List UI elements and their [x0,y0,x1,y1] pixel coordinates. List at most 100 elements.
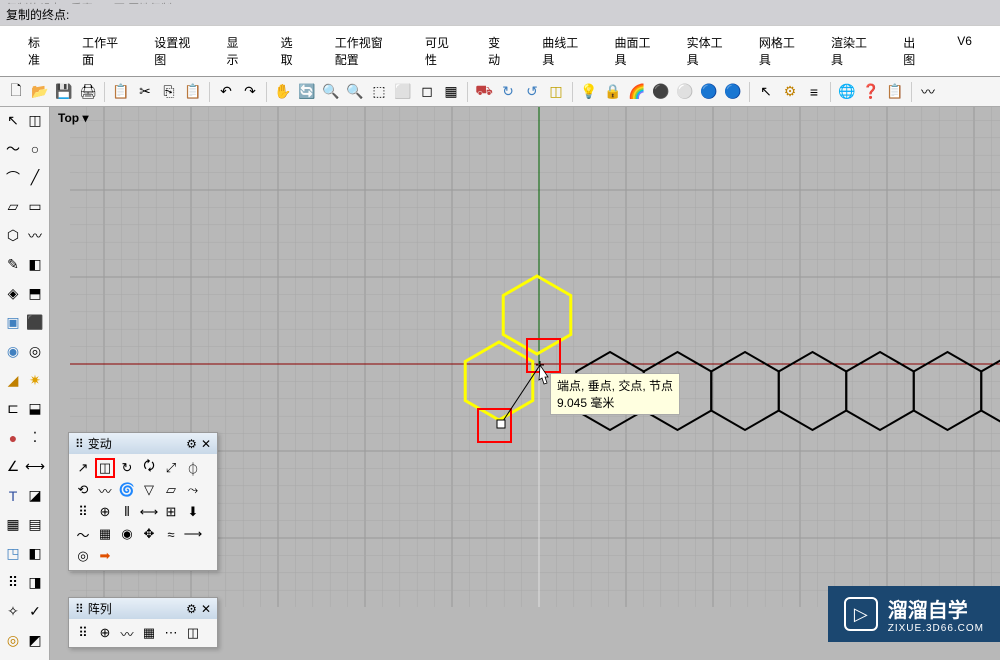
menu-item[interactable]: 标准 [10,30,64,72]
dot-icon[interactable]: ● [2,427,24,449]
flag-icon[interactable]: 📋 [885,82,905,102]
clipboard-icon[interactable]: 📋 [111,82,131,102]
annotate-icon[interactable]: ◪ [24,485,46,507]
arc-icon[interactable]: ⌒ [2,167,24,189]
select-icon[interactable]: ◫ [546,82,566,102]
paste-icon[interactable]: 📋 [183,82,203,102]
pointer-icon[interactable]: ↖ [2,109,24,131]
menu-item[interactable]: V6 [939,30,990,72]
shade4-icon[interactable]: 🔵 [723,82,743,102]
scale-icon[interactable]: ⤢ [161,458,181,478]
explode-icon[interactable]: ✷ [24,369,46,391]
zoom-out-icon[interactable]: 🔍 [345,82,365,102]
array-srf-icon[interactable]: ▦ [139,623,159,643]
cone-icon[interactable]: ◉ [2,340,24,362]
help-icon[interactable]: ❓ [861,82,881,102]
menu-item[interactable]: 工作视窗配置 [317,30,407,72]
hatch-icon[interactable]: ▤ [24,513,46,535]
array-icon[interactable]: ⠿ [73,502,93,522]
menu-item[interactable]: 出图 [885,30,939,72]
drag-icon[interactable]: ✥ [139,524,159,544]
viewport-label[interactable]: Top ▾ [58,111,88,125]
setpt-icon[interactable]: ⊞ [161,502,181,522]
menu-item[interactable]: 曲面工具 [596,30,668,72]
viewport[interactable]: Top ▾ 端点, 垂点, 交点, 节点 9.045 毫米 ⠿ 变动 ⚙ ✕ ↗… [50,107,1000,660]
shade2-icon[interactable]: ⚪ [675,82,695,102]
panel-header[interactable]: ⠿ 阵列 ⚙ ✕ [69,598,217,619]
gear-icon[interactable]: ⚙ [780,82,800,102]
array-polar-icon[interactable]: ⊕ [95,623,115,643]
soft-icon[interactable]: ◉ [117,524,137,544]
lasso-icon[interactable]: ◫ [24,109,46,131]
globe-icon[interactable]: 🌐 [837,82,857,102]
dim-icon[interactable]: ⟷ [24,456,46,478]
trim-icon[interactable]: ⬓ [24,398,46,420]
menu-item[interactable]: 曲线工具 [524,30,596,72]
arrow-right-icon[interactable]: ➡ [95,546,115,566]
camera-icon[interactable]: ◩ [24,629,46,651]
mesh-icon[interactable]: ▦ [2,513,24,535]
circle-icon[interactable]: ○ [24,138,46,160]
menu-item[interactable]: 实体工具 [669,30,741,72]
taper-icon[interactable]: ▽ [139,480,159,500]
array-linear-icon[interactable]: ⋯ [161,623,181,643]
shade1-icon[interactable]: ⚫ [651,82,671,102]
twist-icon[interactable]: 🌀 [117,480,137,500]
dropdown-icon[interactable]: ▾ [82,111,88,125]
cage-icon[interactable]: ▦ [95,524,115,544]
menu-item[interactable]: 变动 [470,30,524,72]
csg-icon[interactable]: ◧ [24,542,46,564]
render2-icon[interactable]: ◎ [2,629,24,651]
zoom-extents-icon[interactable]: ⬜ [393,82,413,102]
mirror-icon[interactable]: ⏀ [183,458,203,478]
move-icon[interactable]: ✧ [2,600,24,622]
close-icon[interactable]: ✕ [201,602,211,616]
gear-icon[interactable]: ⚙ [186,602,197,616]
close-icon[interactable]: ✕ [201,437,211,451]
menu-item[interactable]: 渲染工具 [813,30,885,72]
redo-icon[interactable]: ↷ [240,82,260,102]
zoom-window-icon[interactable]: ⬚ [369,82,389,102]
match-icon[interactable]: ≈ [161,524,181,544]
cut-icon[interactable]: ✂ [135,82,155,102]
grip-icon[interactable]: ⠿ [75,602,84,616]
shear-icon[interactable]: ▱ [161,480,181,500]
box-icon[interactable]: ▣ [2,311,24,333]
orient-icon[interactable]: ⟲ [73,480,93,500]
extrude-icon[interactable]: ◧ [24,253,46,275]
sweep-icon[interactable]: ◢ [2,369,24,391]
layers-icon[interactable]: ≡ [804,82,824,102]
grip-icon[interactable]: ⠿ [75,437,84,451]
pan-icon[interactable]: ✋ [273,82,293,102]
menu-item[interactable]: 选取 [263,30,317,72]
extend-icon[interactable]: ⟶ [183,524,203,544]
gumball-icon[interactable]: ◎ [73,546,93,566]
menu-item[interactable]: 显示 [208,30,262,72]
spiral-icon[interactable]: 〰 [918,82,938,102]
bend-icon[interactable]: 〰 [95,480,115,500]
rotate-icon[interactable]: 🔄 [297,82,317,102]
check-icon[interactable]: ✓ [24,600,46,622]
new-icon[interactable]: 🗋 [6,82,26,102]
bulb-icon[interactable]: 💡 [579,82,599,102]
rotate-icon[interactable]: ↻ [117,458,137,478]
join-icon[interactable]: ⊏ [2,398,24,420]
copy-icon[interactable]: ◫ [95,458,115,478]
array-hole-icon[interactable]: ◫ [183,623,203,643]
edit-icon[interactable]: ✎ [2,253,24,275]
align-icon[interactable]: ⫴ [117,502,137,522]
move-icon[interactable]: ↗ [73,458,93,478]
polygon-icon[interactable]: ⬡ [2,225,24,247]
transform-panel[interactable]: ⠿ 变动 ⚙ ✕ ↗ ◫ ↻ 🗘 ⤢ ⏀ ⟲ 〰 🌀 ▽ ▱ ⤳ ⠿ ⊕ [68,432,218,571]
array-panel[interactable]: ⠿ 阵列 ⚙ ✕ ⠿ ⊕ 〰 ▦ ⋯ ◫ [68,597,218,648]
dots-icon[interactable]: ⁚ [24,427,46,449]
menu-item[interactable]: 网格工具 [741,30,813,72]
project-icon[interactable]: ⬇ [183,502,203,522]
text-icon[interactable]: T [2,485,24,507]
distribute-icon[interactable]: ⟷ [139,502,159,522]
smooth-icon[interactable]: 〜 [73,524,93,544]
menu-item[interactable]: 设置视图 [136,30,208,72]
menu-item[interactable]: 可见性 [407,30,470,72]
shade3-icon[interactable]: 🔵 [699,82,719,102]
blend-icon[interactable]: ⬒ [24,282,46,304]
